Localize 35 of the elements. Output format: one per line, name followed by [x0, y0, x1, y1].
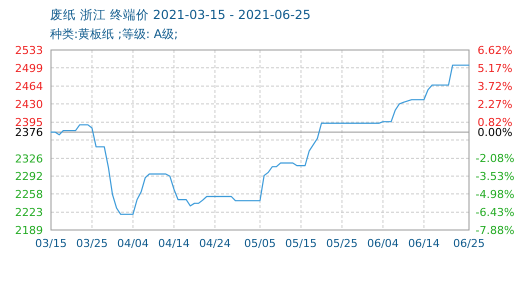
- y2-tick-label: 5.17%: [478, 62, 512, 75]
- y-tick-label: 2464: [15, 80, 43, 94]
- y-tick-label: 2258: [15, 188, 43, 201]
- x-tick-label: 05/25: [326, 237, 358, 250]
- x-tick-label: 04/04: [117, 237, 149, 250]
- y2-tick-label: -2.08%: [476, 152, 514, 165]
- y-tick-label: 2533: [15, 44, 43, 57]
- x-tick-label: 05/05: [244, 237, 276, 250]
- y2-tick-label: 3.72%: [478, 80, 512, 93]
- y-tick-label: 2376: [15, 126, 43, 140]
- y-tick-label: 2499: [15, 62, 43, 75]
- x-tick-label: 04/24: [199, 237, 231, 250]
- x-tick-label: 03/25: [76, 237, 108, 250]
- y2-tick-label: -6.43%: [476, 206, 514, 219]
- y-tick-label: 2189: [15, 224, 43, 237]
- y2-tick-label: 0.00%: [478, 126, 512, 140]
- line-series: [50, 64, 470, 215]
- x-tick-label: 04/14: [158, 237, 190, 250]
- y-tick-label: 2292: [15, 170, 43, 184]
- x-tick-label: 06/14: [408, 237, 440, 250]
- x-tick-label: 03/15: [35, 237, 67, 250]
- x-tick-label: 05/15: [285, 237, 317, 250]
- x-tick-label: 06/25: [453, 237, 485, 250]
- chart-title: 废纸 浙江 终端价 2021-03-15 - 2021-06-25: [50, 7, 311, 22]
- y2-tick-label: -4.98%: [476, 188, 514, 201]
- y2-tick-label: 6.62%: [478, 44, 512, 57]
- y2-tick-label: -3.53%: [476, 170, 514, 183]
- y-tick-label: 2430: [15, 98, 43, 111]
- x-tick-label: 06/04: [367, 237, 399, 250]
- chart-subtitle: 种类:黄板纸 ;等级: A级;: [50, 27, 178, 41]
- y2-tick-label: 0.82%: [478, 116, 512, 129]
- y2-tick-label: 2.27%: [478, 98, 512, 111]
- y2-tick-label: -7.88%: [476, 224, 514, 237]
- y-tick-label: 2223: [15, 206, 43, 220]
- y-tick-label: 2326: [15, 152, 43, 166]
